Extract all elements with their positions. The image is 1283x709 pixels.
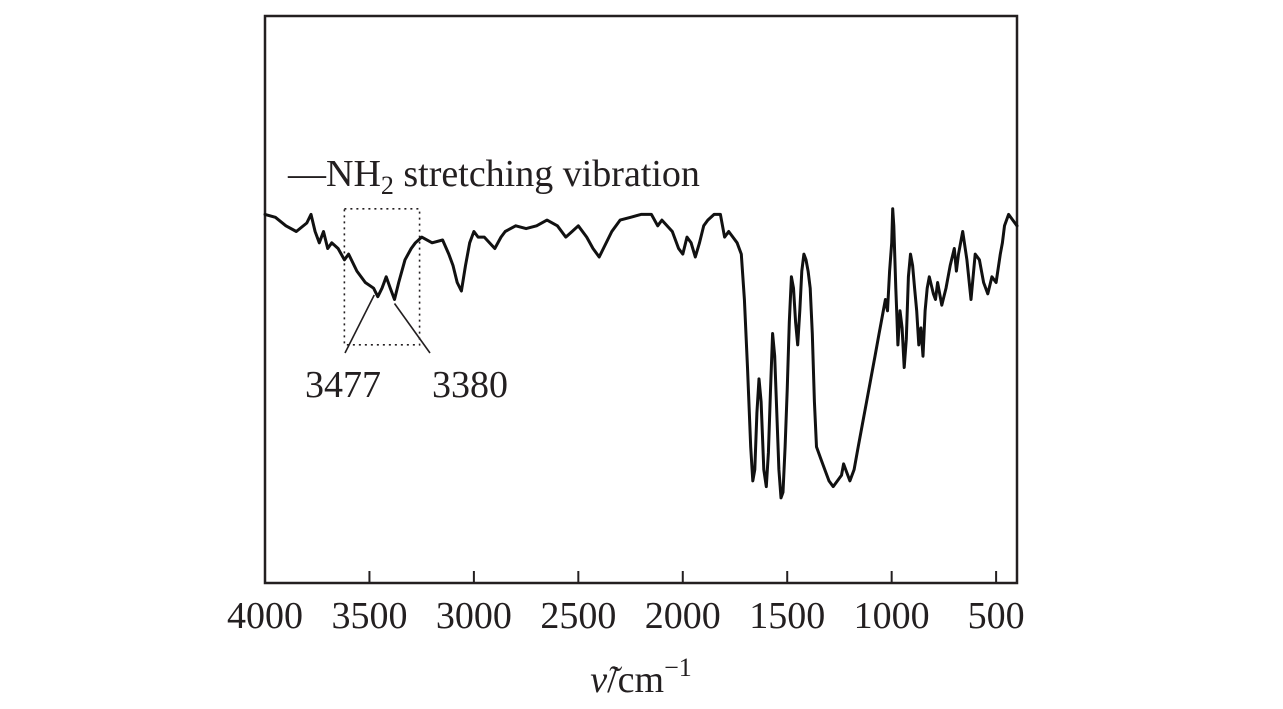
peak-leader-line: [344, 294, 375, 354]
plot-frame: [263, 14, 1019, 585]
peak-annotations: 3477 3380: [305, 294, 508, 406]
x-tick-label: 2000: [645, 595, 721, 637]
x-tick-labels: 4000 3500 3000 2500 2000 1500 1000 500: [227, 595, 1025, 637]
x-ticks: [264, 571, 998, 583]
x-axis-label: ν̃/cm−1: [590, 653, 692, 701]
x-tick-label: 4000: [227, 595, 303, 637]
nh2-region-box: [343, 207, 421, 346]
peak-label: 3477: [305, 364, 381, 406]
spectrum-line: [263, 207, 1019, 500]
dotted-box: [343, 207, 421, 346]
x-tick-label: 2500: [540, 595, 616, 637]
peak-label: 3380: [432, 364, 508, 406]
x-tick-label: 1000: [854, 595, 930, 637]
x-tick-label: 3000: [436, 595, 512, 637]
x-tick-label: 1500: [749, 595, 825, 637]
peak-leader-line: [393, 303, 431, 354]
x-tick-label: 500: [968, 595, 1025, 637]
box-label: —NH2 stretching vibration: [287, 153, 700, 200]
x-tick-label: 3500: [331, 595, 407, 637]
